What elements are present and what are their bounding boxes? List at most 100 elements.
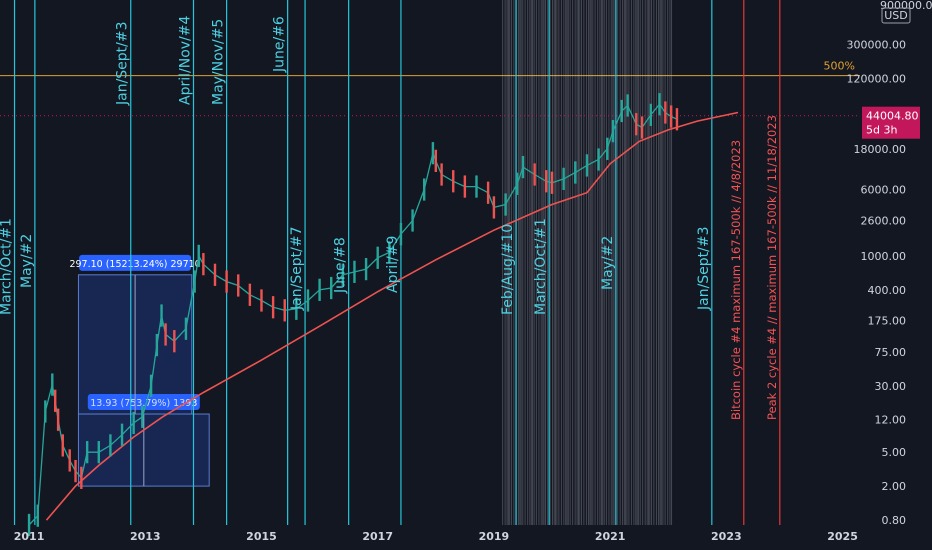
price-candle (399, 223, 403, 246)
price-candle (295, 297, 298, 320)
grid-layer (0, 0, 860, 525)
price-candle (463, 175, 467, 198)
cycle-line-label: Feb/Aug/#10 (500, 224, 516, 315)
cycle-line-label: May/Nov/#5 (211, 19, 227, 105)
year-tick-label: 2013 (130, 530, 161, 543)
price-candle (173, 330, 176, 353)
cycle-line-label: June/#8 (333, 237, 349, 294)
price-candle (237, 274, 240, 297)
price-candle (225, 270, 228, 293)
price-candle (611, 120, 615, 143)
price-candle (492, 196, 496, 219)
year-tick-label: 2017 (362, 530, 393, 543)
price-candle (626, 94, 629, 117)
price-candle (675, 108, 679, 131)
price-axis-panel[interactable] (860, 0, 932, 550)
current-price-label: 44004.80 (866, 110, 919, 123)
cycle-line-label: May/#2 (19, 234, 35, 288)
cycle-line-label: Jan/Sept/#7 (289, 226, 305, 311)
currency-badge[interactable] (881, 7, 911, 24)
price-candle (318, 278, 321, 301)
price-candle (330, 276, 333, 300)
cycle-line-label: March/Oct/#1 (533, 218, 549, 315)
price-candle (27, 513, 31, 537)
percent-line-label: 500% (824, 60, 855, 73)
year-tick-label: 2011 (14, 530, 45, 543)
price-tick-label: 18000.00 (854, 143, 907, 156)
price-candle (213, 263, 217, 286)
cycle-lines[interactable] (13, 0, 781, 525)
price-tick-label: 120000.00 (847, 73, 907, 86)
countdown-label: 5d 3h (866, 124, 897, 137)
price-candle (434, 149, 438, 172)
price-tick-label: 300000.00 (847, 39, 907, 52)
price-candle (515, 172, 519, 195)
price-candle (184, 317, 188, 340)
price-candle (120, 423, 124, 446)
price-candle (376, 246, 379, 269)
price-candle (80, 466, 83, 489)
year-tick-label: 2019 (479, 530, 510, 543)
price-candle (51, 373, 54, 396)
price-candle (606, 137, 609, 160)
price-candle (664, 101, 667, 124)
price-candle (109, 434, 112, 457)
labels: 500% March/Oct/#1 May/#2 Jan/Sept/#3 April/N… (0, 16, 855, 420)
cycle-line-label: June/#6 (272, 16, 288, 73)
price-candle (283, 299, 286, 322)
price-candle (44, 400, 47, 423)
price-candle (388, 241, 391, 264)
measure-label-bg (87, 394, 200, 411)
axes: 300000.00 120000.00 18000.00 6000.00 2600.00… (14, 0, 932, 543)
price-candle (475, 175, 478, 198)
price-candle (341, 263, 345, 286)
price-tick-label: 12.00 (875, 414, 907, 427)
price-candle (260, 289, 263, 312)
price-candle (197, 244, 200, 268)
price-tick-label: 30.00 (875, 380, 907, 393)
price-candle (620, 99, 623, 123)
price-candle (504, 193, 507, 216)
year-tick-label: 2023 (711, 530, 742, 543)
price-tick-label: 175.00 (868, 314, 907, 327)
price-candle (202, 253, 205, 276)
price-candle (56, 408, 60, 431)
price-tick-label: 2.00 (882, 480, 907, 493)
price-candle (585, 154, 589, 177)
currency-label: USD (884, 9, 908, 22)
price-candle (271, 296, 275, 319)
price-tick-label: 2600.00 (861, 214, 907, 227)
price-candle (97, 441, 100, 464)
price-candle (545, 170, 548, 193)
price-candle (640, 116, 644, 139)
price-candle (574, 161, 577, 184)
price-candle (669, 105, 673, 128)
price-candle (85, 441, 89, 464)
price-candle (149, 374, 153, 397)
cycle-line-label: April/#9 (385, 236, 401, 293)
price-candle (193, 270, 196, 293)
price-candle (61, 434, 64, 457)
measure-boxes[interactable]: 13.93 (753.79%) 1393 297.10 (15213.24%) 2… (69, 254, 210, 487)
current-price-badge (862, 106, 920, 139)
price-candle (353, 260, 356, 283)
price-tick-label: 1000.00 (861, 250, 907, 263)
price-candle (36, 504, 39, 527)
price-candle (160, 304, 163, 327)
time-axis-panel[interactable] (0, 525, 860, 550)
cycle-line-label: May/#2 (600, 236, 616, 290)
price-candle (364, 257, 368, 281)
year-tick-label: 2015 (246, 530, 277, 543)
price-tick-label: 6000.00 (861, 184, 907, 197)
price-candle (132, 411, 135, 435)
price-candle (649, 103, 653, 126)
price-candle (658, 93, 661, 116)
measure-label: 13.93 (753.79%) 1393 (90, 398, 197, 409)
year-tick-label: 2021 (595, 530, 626, 543)
measure-label-bg (79, 254, 192, 271)
price-candle (74, 459, 77, 483)
price-candle (533, 163, 536, 186)
price-candle (562, 167, 565, 190)
price-series (27, 93, 739, 537)
